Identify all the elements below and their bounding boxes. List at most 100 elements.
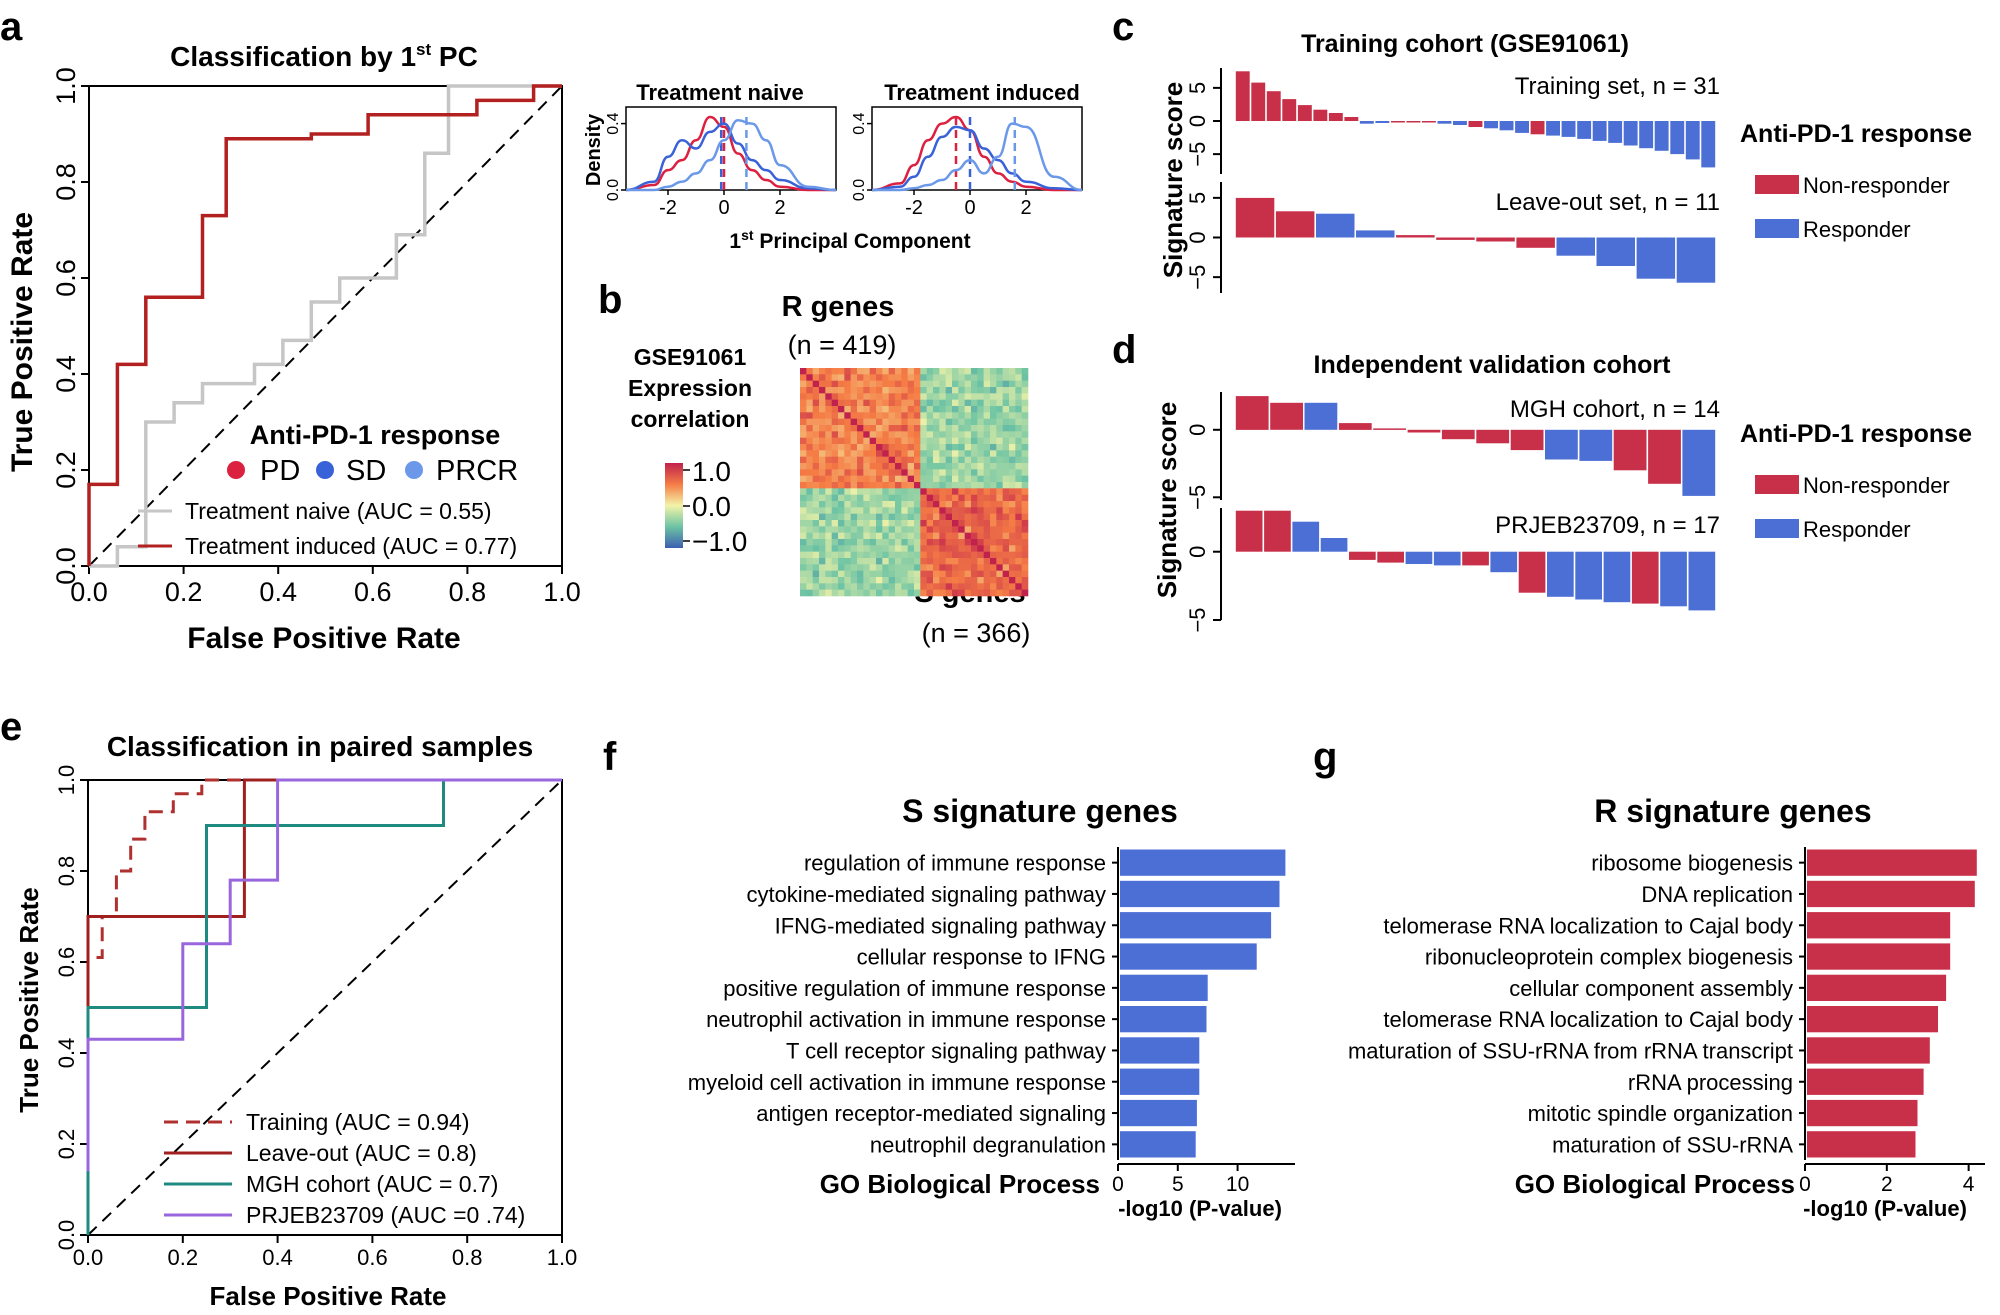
heatmap-cell — [952, 558, 959, 565]
heatmap-cell — [945, 583, 953, 590]
heatmap-cell — [819, 431, 826, 438]
heatmap-cell — [990, 399, 997, 407]
heatmap-title-line2: Expression — [628, 375, 752, 401]
density-induced-plot: -2 0 20.00.4 — [851, 106, 1083, 219]
heatmap-cell — [888, 412, 896, 419]
heatmap-cell — [882, 564, 889, 571]
heatmap-cell — [819, 482, 826, 489]
heatmap-cell — [800, 488, 807, 495]
heatmap-cell — [819, 570, 826, 578]
heatmap-cell — [857, 380, 864, 388]
y-tick-label: 0.8 — [51, 163, 81, 201]
heatmap-cell — [933, 558, 940, 565]
heatmap-cell — [831, 425, 839, 432]
heatmap-cell — [926, 418, 934, 426]
heatmap-cell — [971, 577, 978, 584]
heatmap-cell — [914, 558, 921, 565]
heatmap-cell — [907, 469, 915, 476]
heatmap-cell — [907, 425, 915, 432]
bar-responder — [1320, 538, 1348, 552]
heatmap-cell — [945, 494, 953, 502]
bar — [1807, 1037, 1930, 1064]
heatmap-cell — [1021, 399, 1029, 407]
heatmap-cell — [844, 545, 851, 552]
heatmap-cell — [952, 507, 959, 514]
heatmap-cell — [857, 368, 864, 375]
heatmap-cell — [876, 558, 883, 565]
heatmap-cell — [1021, 532, 1029, 540]
heatmap-cell — [977, 539, 984, 546]
heatmap-cell — [964, 494, 972, 502]
heatmap-cell — [1015, 532, 1022, 540]
bar-responder — [1575, 551, 1602, 600]
heatmap-cell — [1009, 418, 1016, 426]
heatmap-cell — [800, 456, 807, 464]
heatmap-cell — [996, 520, 1003, 527]
heatmap-cell — [1009, 475, 1016, 483]
heatmap-cell — [869, 475, 877, 483]
heatmap-cell — [1009, 463, 1016, 470]
heatmap-cell — [964, 450, 972, 457]
heatmap-cell — [901, 437, 908, 445]
heatmap-cell — [971, 501, 978, 508]
heatmap-cell — [888, 393, 896, 400]
heatmap-cell — [857, 488, 864, 495]
heatmap-cell — [857, 532, 864, 540]
heatmap-cell — [850, 532, 858, 540]
heatmap-cell — [990, 368, 997, 375]
category-label: maturation of SSU-rRNA — [1552, 1132, 1793, 1157]
heatmap-cell — [977, 526, 984, 533]
heatmap-cell — [996, 444, 1003, 451]
heatmap-cell — [952, 551, 959, 559]
chart-c-legend-responder: Responder — [1803, 217, 1911, 242]
heatmap-cell — [1009, 501, 1016, 508]
heatmap-cell — [1021, 437, 1029, 445]
heatmap-cell — [958, 368, 965, 375]
x-tick-label: 0.4 — [262, 1245, 293, 1270]
heatmap-cell — [850, 570, 858, 578]
heatmap-cell — [1021, 488, 1029, 495]
panel-label-e: e — [0, 705, 22, 749]
heatmap-cell — [869, 507, 877, 514]
heatmap-cell — [800, 564, 807, 571]
heatmap-cell — [863, 589, 870, 597]
bar-responder — [1577, 121, 1592, 139]
heatmap-cell — [876, 463, 883, 470]
x-tick-label: 0.4 — [259, 577, 297, 607]
heatmap-cell — [863, 526, 870, 533]
heatmap-cell — [806, 475, 813, 483]
heatmap-cell — [990, 425, 997, 432]
heatmap-cell — [838, 469, 845, 476]
heatmap-cell — [806, 380, 813, 388]
heatmap-cell — [996, 406, 1003, 413]
heatmap-cell — [939, 444, 946, 451]
heatmap-cell — [952, 501, 959, 508]
bar-nonresponder — [1264, 510, 1291, 552]
heatmap-cell — [850, 507, 858, 514]
bar-nonresponder — [1476, 429, 1510, 444]
heatmap-cell — [996, 450, 1003, 457]
heatmap-cell — [907, 507, 915, 514]
heatmap-cell — [844, 469, 851, 476]
heatmap-cell — [939, 437, 946, 445]
heatmap-cell — [882, 387, 889, 394]
heatmap-cell — [964, 507, 972, 514]
heatmap-cell — [806, 589, 813, 597]
heatmap-cell — [1015, 513, 1022, 521]
heatmap-cell — [882, 463, 889, 470]
heatmap-cell — [983, 456, 991, 464]
heatmap-cell — [819, 368, 826, 375]
heatmap-cell — [1021, 393, 1029, 400]
heatmap-cell — [838, 577, 845, 584]
heatmap-cell — [863, 437, 870, 445]
heatmap-cell — [850, 444, 858, 451]
heatmap-cell — [888, 374, 896, 381]
heatmap-cell — [933, 539, 940, 546]
legend-label-1: Leave-out (AUC = 0.8) — [246, 1140, 477, 1166]
heatmap-cell — [888, 526, 896, 533]
heatmap-cell — [958, 437, 965, 445]
heatmap-cell — [895, 526, 902, 533]
heatmap-cell — [958, 469, 965, 476]
heatmap-cell — [869, 418, 877, 426]
heatmap-cell — [876, 494, 883, 502]
